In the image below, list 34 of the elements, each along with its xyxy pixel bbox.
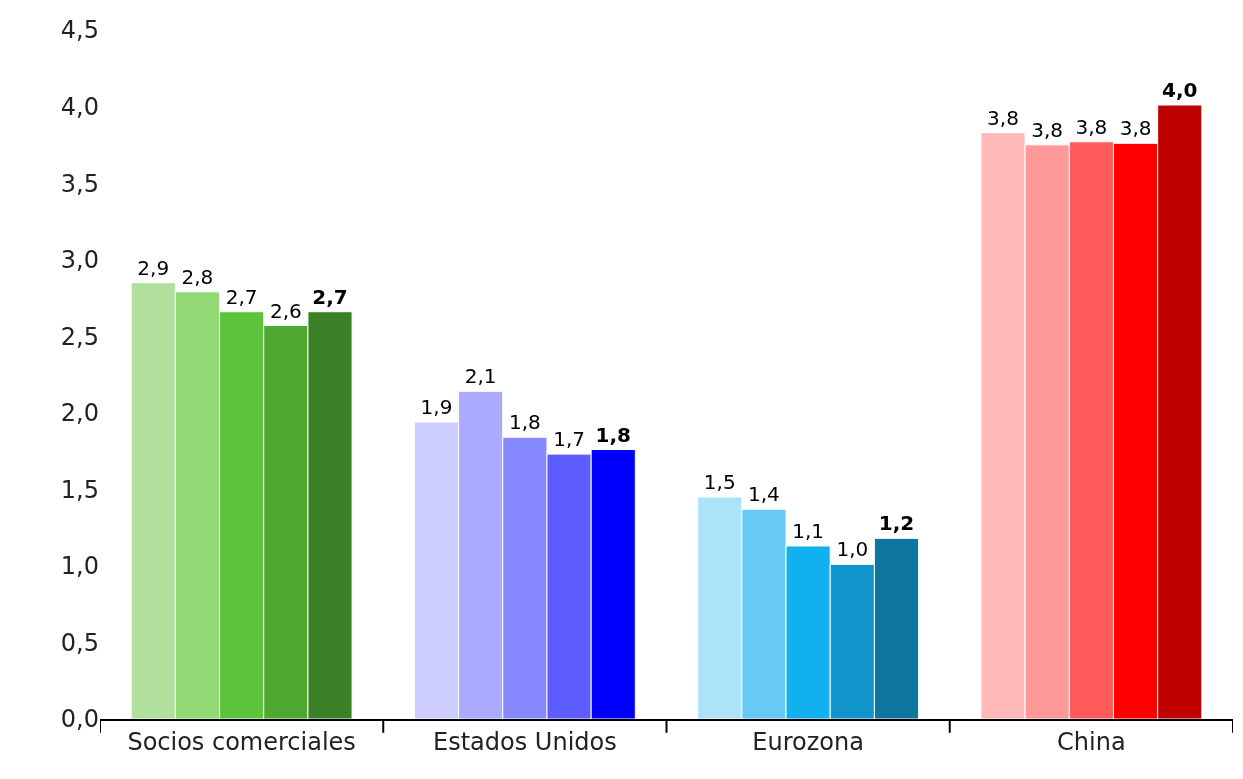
y-tick-label: 3,0 bbox=[60, 246, 99, 275]
data-label: 1,1 bbox=[792, 518, 825, 543]
data-label: 4,0 bbox=[1162, 78, 1198, 103]
data-label: 1,2 bbox=[878, 511, 915, 536]
x-tick-label: China bbox=[1057, 727, 1126, 756]
data-label: 2,8 bbox=[181, 264, 214, 289]
y-tick-label: 0,5 bbox=[60, 628, 99, 657]
y-tick-label: 1,0 bbox=[60, 552, 99, 581]
y-tick-label: 1,5 bbox=[60, 475, 99, 504]
y-tick-label: 4,5 bbox=[60, 16, 99, 45]
data-label: 3,8 bbox=[987, 105, 1019, 130]
data-label: 1,8 bbox=[508, 410, 541, 435]
y-tick-label: 4,0 bbox=[60, 92, 99, 121]
y-tick-label: 3,5 bbox=[60, 169, 99, 198]
x-tick-label: Estados Unidos bbox=[433, 727, 617, 756]
data-label: 2,7 bbox=[225, 284, 258, 309]
y-tick-label: 2,0 bbox=[60, 399, 99, 428]
y-tick-label: 0,0 bbox=[60, 705, 99, 734]
x-tick-label: Socios comerciales bbox=[127, 727, 356, 756]
data-label: 1,7 bbox=[553, 427, 585, 452]
data-label: 1,9 bbox=[420, 394, 453, 419]
data-label: 1,4 bbox=[748, 482, 780, 507]
data-label: 1,8 bbox=[595, 422, 631, 447]
x-tick-label: Eurozona bbox=[752, 727, 864, 756]
data-label: 2,6 bbox=[269, 298, 302, 323]
data-label: 1,5 bbox=[703, 469, 736, 494]
data-label: 3,8 bbox=[1119, 116, 1152, 141]
data-label: 2,1 bbox=[464, 364, 497, 389]
data-label: 3,8 bbox=[1031, 117, 1064, 142]
data-label: 1,0 bbox=[836, 537, 869, 562]
data-label: 3,8 bbox=[1075, 114, 1108, 139]
y-tick-label: 2,5 bbox=[60, 322, 99, 351]
data-label: 2,7 bbox=[312, 284, 348, 309]
data-label: 2,9 bbox=[137, 255, 170, 280]
